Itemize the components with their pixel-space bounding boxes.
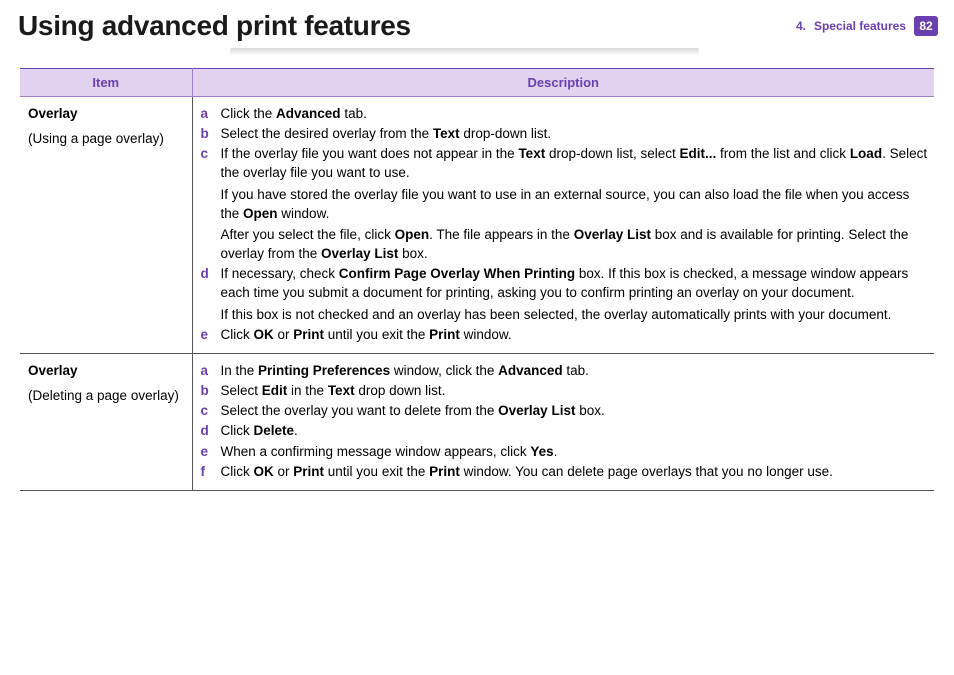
- step-letter: c: [201, 401, 217, 420]
- step-letter: f: [201, 462, 217, 481]
- step-text: Select the desired overlay from the Text…: [221, 124, 929, 143]
- step-letter: c: [201, 144, 217, 163]
- step-letter: a: [201, 104, 217, 123]
- item-cell: Overlay (Using a page overlay): [20, 97, 192, 354]
- content-area: Item Description Overlay (Using a page ov…: [0, 56, 954, 491]
- breadcrumb: 4. Special features 82: [796, 16, 938, 36]
- item-subtitle: (Using a page overlay): [28, 129, 188, 148]
- step-item: aIn the Printing Preferences window, cli…: [201, 361, 929, 380]
- page-title: Using advanced print features: [18, 10, 411, 42]
- step-text: Click OK or Print until you exit the Pri…: [221, 325, 929, 344]
- step-letter: b: [201, 381, 217, 400]
- step-text: In the Printing Preferences window, clic…: [221, 361, 929, 380]
- step-text: Select the overlay you want to delete fr…: [221, 401, 929, 420]
- step-text: If the overlay file you want does not ap…: [221, 144, 929, 182]
- item-cell: Overlay (Deleting a page overlay): [20, 353, 192, 490]
- step-text: Click OK or Print until you exit the Pri…: [221, 462, 929, 481]
- page-number-badge: 82: [914, 16, 938, 36]
- step-letter: a: [201, 361, 217, 380]
- step-item: fClick OK or Print until you exit the Pr…: [201, 462, 929, 481]
- step-letter: e: [201, 325, 217, 344]
- step-item: cIf the overlay file you want does not a…: [201, 144, 929, 263]
- column-header-description: Description: [192, 69, 934, 97]
- step-item: bSelect the desired overlay from the Tex…: [201, 124, 929, 143]
- step-text: When a confirming message window appears…: [221, 442, 929, 461]
- step-list: aClick the Advanced tab.bSelect the desi…: [201, 104, 929, 344]
- table-row: Overlay (Deleting a page overlay) aIn the …: [20, 353, 934, 490]
- step-continuation: If you have stored the overlay file you …: [221, 185, 929, 223]
- step-text: If necessary, check Confirm Page Overlay…: [221, 264, 929, 302]
- step-list: aIn the Printing Preferences window, cli…: [201, 361, 929, 481]
- step-letter: d: [201, 264, 217, 283]
- step-text: Select Edit in the Text drop down list.: [221, 381, 929, 400]
- header-shadow: [230, 48, 699, 56]
- chapter-label: Special features: [814, 19, 906, 33]
- step-letter: e: [201, 442, 217, 461]
- features-table: Item Description Overlay (Using a page ov…: [20, 68, 934, 491]
- item-title: Overlay: [28, 361, 188, 380]
- step-letter: d: [201, 421, 217, 440]
- chapter-number: 4.: [796, 19, 806, 33]
- page: Using advanced print features 4. Special…: [0, 0, 954, 675]
- step-continuation: If this box is not checked and an overla…: [221, 305, 929, 324]
- column-header-item: Item: [20, 69, 192, 97]
- step-item: cSelect the overlay you want to delete f…: [201, 401, 929, 420]
- step-text: Click Delete.: [221, 421, 929, 440]
- description-cell: aIn the Printing Preferences window, cli…: [192, 353, 934, 490]
- step-item: aClick the Advanced tab.: [201, 104, 929, 123]
- step-item: dIf necessary, check Confirm Page Overla…: [201, 264, 929, 323]
- step-item: eClick OK or Print until you exit the Pr…: [201, 325, 929, 344]
- step-text: Click the Advanced tab.: [221, 104, 929, 123]
- step-item: bSelect Edit in the Text drop down list.: [201, 381, 929, 400]
- step-item: eWhen a confirming message window appear…: [201, 442, 929, 461]
- item-title: Overlay: [28, 104, 188, 123]
- table-row: Overlay (Using a page overlay) aClick the …: [20, 97, 934, 354]
- table-body: Overlay(Using a page overlay)aClick the …: [20, 97, 934, 491]
- step-item: dClick Delete.: [201, 421, 929, 440]
- step-letter: b: [201, 124, 217, 143]
- description-cell: aClick the Advanced tab.bSelect the desi…: [192, 97, 934, 354]
- item-subtitle: (Deleting a page overlay): [28, 386, 188, 405]
- step-continuation: After you select the file, click Open. T…: [221, 225, 929, 263]
- page-header: Using advanced print features 4. Special…: [0, 0, 954, 48]
